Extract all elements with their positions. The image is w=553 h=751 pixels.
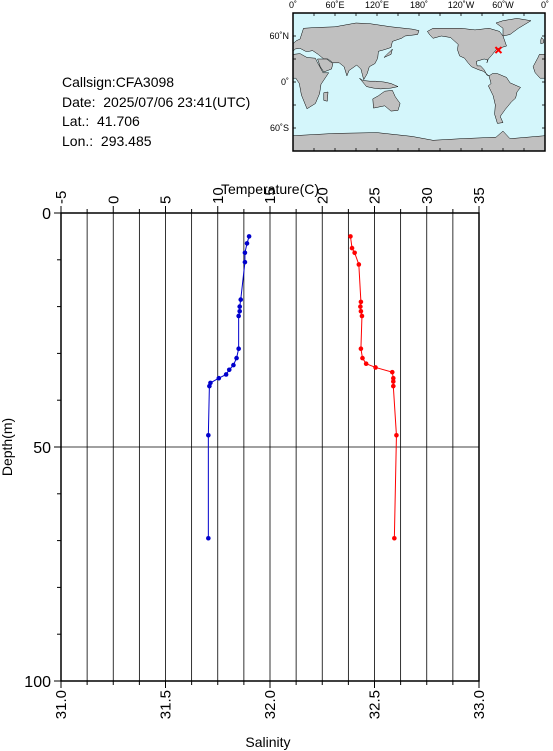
land-indonesia <box>359 77 399 90</box>
map-longitude-label: 0˚ <box>289 0 297 10</box>
latitude-label: Lat.: 41.706 <box>62 113 140 129</box>
temperature-data-point <box>348 234 353 239</box>
map-longitude-label: 120˚E <box>365 0 389 10</box>
salinity-data-point <box>236 313 241 319</box>
temperature-data-point <box>358 304 363 309</box>
map-latitude-label: 0˚ <box>281 77 289 87</box>
map-ticks <box>292 12 546 152</box>
longitude-label: Lon.: 293.485 <box>62 132 152 149</box>
temperature-tick-label: 15 <box>262 187 279 204</box>
salinity-data-point <box>226 367 232 373</box>
map-latitude-label: 60˚N <box>269 31 289 41</box>
land-japan <box>383 48 393 58</box>
salinity-tick-label: 31.5 <box>158 690 175 719</box>
map-longitude-label: 0˚ <box>541 0 549 10</box>
temperature-data-point <box>391 375 396 381</box>
map-longitude-label: 60˚E <box>325 0 344 10</box>
land-greenland <box>495 18 532 37</box>
salinity-data-point <box>234 355 239 361</box>
temperature-axis-title: Temperature(C) <box>221 181 319 197</box>
land-south-america <box>487 73 521 124</box>
temperature-tick-label: 35 <box>471 187 488 204</box>
map-longitude-label: 180˚ <box>410 0 428 10</box>
temperature-data-point <box>373 365 378 370</box>
salinity-data-point <box>236 346 241 352</box>
land-arabia <box>317 58 334 73</box>
temperature-data-point <box>389 369 395 375</box>
temperature-data-point <box>352 250 357 256</box>
temperature-tick-label: 0 <box>105 196 122 204</box>
depth-axis-title: Depth(m) <box>0 418 15 476</box>
salinity-data-point <box>223 372 229 377</box>
salinity-tick-label: 32.0 <box>262 690 279 719</box>
salinity-tick-label: 31.0 <box>53 690 70 719</box>
temperature-data-point <box>349 245 355 251</box>
map-land <box>292 18 546 152</box>
plot-border <box>60 212 480 682</box>
salinity-data-point <box>238 297 244 302</box>
land-africa-west <box>292 53 330 110</box>
temperature-tick-label: 30 <box>419 187 436 204</box>
map-tick-labels: 0˚ 60˚E 120˚E 180˚ 120˚W 60˚W 0˚ 60˚N 0˚ 60˚S <box>269 0 549 133</box>
salinity-data-point <box>231 362 236 368</box>
station-marker-stroke <box>494 46 503 54</box>
land-north-america <box>427 28 507 77</box>
temperature-tick-label: 5 <box>158 196 175 204</box>
salinity-data-point <box>206 535 211 541</box>
salinity-tick-labels: 31.0 31.5 32.0 32.5 33.0 <box>53 690 488 719</box>
salinity-data-point <box>207 383 212 389</box>
callsign-label: Callsign:CFA3098 <box>62 74 175 90</box>
temperature-data-point <box>360 355 365 361</box>
temperature-data-point <box>358 308 364 314</box>
depth-tick-labels: 0 50 100 <box>24 206 51 691</box>
station-info: Callsign:CFA3098 Date: 2025/07/06 23:41(… <box>62 73 250 151</box>
temperature-data-point <box>391 383 396 389</box>
salinity-data-point <box>242 250 248 256</box>
temperature-tick-label: -5 <box>53 191 70 204</box>
temperature-tick-label: 20 <box>314 187 331 204</box>
temperature-data-point <box>392 535 397 541</box>
salinity-data-point <box>244 241 250 246</box>
salinity-data-point <box>242 259 248 265</box>
salinity-data-point <box>246 234 252 239</box>
date-label: Date: 2025/07/06 23:41(UTC) <box>62 93 251 110</box>
salinity-data-point <box>237 304 242 309</box>
land-madagascar <box>323 91 329 102</box>
salinity-data-point <box>237 308 242 314</box>
temperature-data-point <box>363 361 369 366</box>
station-marker <box>494 46 503 54</box>
land-australia <box>372 90 401 112</box>
map-longitude-label: 60˚W <box>492 0 514 10</box>
temperature-tick-labels: -5 0 5 10 15 20 25 30 35 <box>53 187 488 204</box>
map-latitude-label: 60˚S <box>270 123 289 133</box>
depth-tick-label: 100 <box>24 674 51 691</box>
series-layer <box>206 234 399 541</box>
temperature-tick-label: 10 <box>210 187 227 204</box>
depth-tick-label: 0 <box>42 206 51 223</box>
land-uk <box>540 37 544 45</box>
map-frame: 0˚ 60˚E 120˚E 180˚ 120˚W 60˚W 0˚ 60˚N 0˚ 60˚S <box>269 0 549 152</box>
plot-grid <box>61 213 479 681</box>
temperature-data-point <box>394 433 399 438</box>
temperature-data-point <box>356 262 362 267</box>
temperature-tick-label: 25 <box>367 187 384 204</box>
salinity-data-point <box>206 433 211 438</box>
temperature-data-point <box>359 313 365 319</box>
map-longitude-label: 120˚W <box>448 0 475 10</box>
salinity-axis-title: Salinity <box>245 734 290 750</box>
temperature-data-point <box>358 346 364 352</box>
salinity-tick-label: 32.5 <box>367 690 384 719</box>
profile-plot: -5 0 5 10 15 20 25 30 35 31.0 31.5 32.0 32.5 33.0 05… <box>0 181 488 750</box>
temperature-data-point <box>391 379 396 384</box>
salinity-tick-label: 33.0 <box>471 690 488 719</box>
salinity-data-point <box>216 375 222 381</box>
land-eurasia <box>292 22 420 81</box>
depth-tick-label: 50 <box>33 440 51 457</box>
temperature-data-point <box>358 299 364 305</box>
